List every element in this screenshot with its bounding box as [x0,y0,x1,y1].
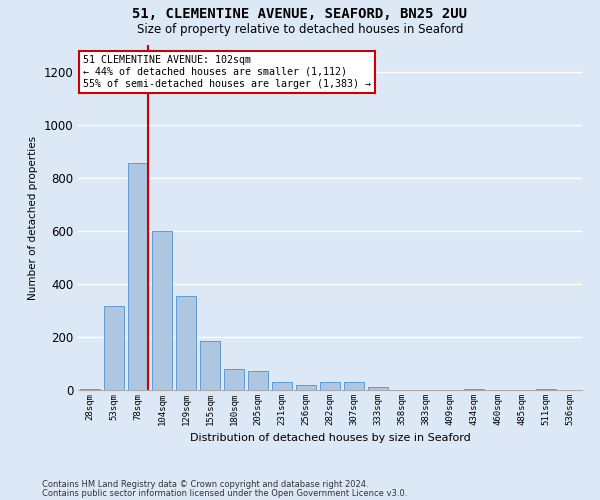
Bar [248,372,268,390]
Text: Contains HM Land Registry data © Crown copyright and database right 2024.: Contains HM Land Registry data © Crown c… [42,480,368,489]
Bar [536,388,556,390]
Bar [464,388,484,390]
Bar [320,382,340,390]
Bar [344,382,364,390]
X-axis label: Distribution of detached houses by size in Seaford: Distribution of detached houses by size … [190,434,470,444]
Bar [152,231,172,390]
Bar [272,382,292,390]
Text: Size of property relative to detached houses in Seaford: Size of property relative to detached ho… [137,22,463,36]
Text: 51 CLEMENTINE AVENUE: 102sqm
← 44% of detached houses are smaller (1,112)
55% of: 51 CLEMENTINE AVENUE: 102sqm ← 44% of de… [83,56,371,88]
Bar [368,388,388,390]
Bar [200,341,220,390]
Bar [296,384,316,390]
Bar [80,388,100,390]
Text: 51, CLEMENTINE AVENUE, SEAFORD, BN25 2UU: 51, CLEMENTINE AVENUE, SEAFORD, BN25 2UU [133,8,467,22]
Y-axis label: Number of detached properties: Number of detached properties [28,136,38,300]
Bar [176,296,196,390]
Bar [224,369,244,390]
Bar [104,306,124,390]
Bar [128,163,148,390]
Text: Contains public sector information licensed under the Open Government Licence v3: Contains public sector information licen… [42,489,407,498]
